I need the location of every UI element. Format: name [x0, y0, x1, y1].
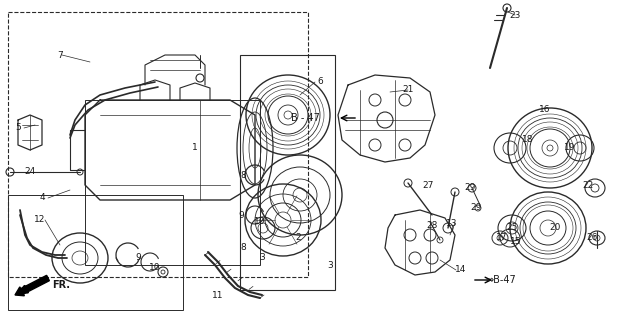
Bar — [8, 12, 308, 277]
Text: 17: 17 — [496, 234, 508, 242]
Text: 23: 23 — [509, 11, 521, 19]
Text: 3: 3 — [259, 254, 265, 263]
Text: ⇒B-47: ⇒B-47 — [485, 275, 516, 285]
Text: 4: 4 — [39, 194, 45, 203]
FancyArrow shape — [15, 275, 49, 296]
Text: 3: 3 — [327, 261, 333, 270]
Text: 18: 18 — [522, 136, 534, 145]
Text: 25: 25 — [506, 224, 518, 233]
Text: FR.: FR. — [52, 280, 70, 290]
Text: 9: 9 — [135, 254, 141, 263]
Text: 20: 20 — [549, 224, 561, 233]
Text: 19: 19 — [564, 144, 576, 152]
Text: 16: 16 — [540, 106, 551, 115]
Text: 24: 24 — [24, 167, 36, 176]
Text: 15: 15 — [510, 238, 522, 247]
Text: 29: 29 — [464, 183, 476, 192]
Text: 1: 1 — [192, 144, 198, 152]
Text: 26: 26 — [586, 234, 598, 242]
Text: 27: 27 — [422, 181, 434, 189]
Text: 2: 2 — [295, 234, 301, 242]
Text: 29: 29 — [470, 204, 482, 212]
Bar — [85, 100, 260, 265]
Text: 11: 11 — [212, 292, 224, 300]
Text: 9: 9 — [238, 211, 244, 219]
Bar — [240, 55, 335, 290]
Text: 28: 28 — [426, 220, 438, 229]
Text: 6: 6 — [317, 78, 323, 86]
Text: 5: 5 — [15, 123, 21, 132]
Text: 8: 8 — [240, 242, 246, 251]
Text: 21: 21 — [403, 85, 413, 94]
Text: 22: 22 — [582, 181, 594, 189]
Text: 10: 10 — [149, 263, 161, 272]
Text: 10: 10 — [254, 218, 266, 226]
Text: 12: 12 — [35, 216, 45, 225]
Text: B - 47: B - 47 — [291, 113, 320, 123]
Text: 7: 7 — [57, 50, 63, 60]
Text: 14: 14 — [455, 265, 467, 275]
Text: 13: 13 — [446, 219, 458, 227]
Bar — [8, 195, 183, 310]
Text: 8: 8 — [240, 170, 246, 180]
